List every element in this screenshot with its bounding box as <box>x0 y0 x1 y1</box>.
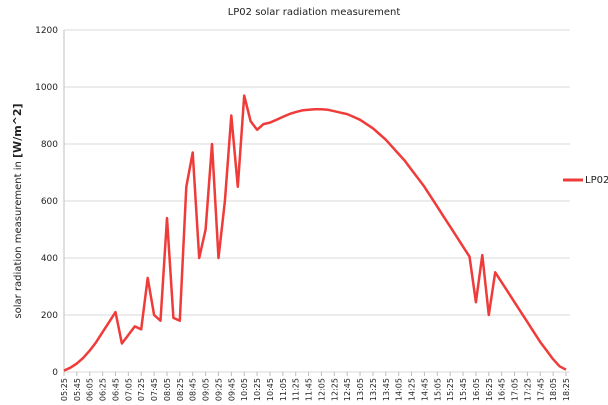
y-label-text: solar radiation measurement in <box>13 161 24 318</box>
x-tick-label: 07:45 <box>150 378 159 401</box>
x-tick-label: 08:05 <box>163 378 172 401</box>
y-label-unit: [W/m^2] <box>11 103 24 158</box>
x-tick-label: 08:25 <box>176 378 185 401</box>
legend-label: LP02 <box>585 175 608 186</box>
data-line <box>63 94 567 372</box>
x-tick-label: 13:25 <box>369 378 378 401</box>
x-tick-label: 18:25 <box>562 378 571 401</box>
x-tick-label: 17:05 <box>511 378 520 401</box>
y-tick-label: 400 <box>41 254 58 264</box>
y-tick-label: 800 <box>41 140 58 150</box>
y-axis-label: solar radiation measurement in [W/m^2] <box>11 103 24 318</box>
x-tick-label: 12:05 <box>317 378 326 401</box>
x-tick-label: 11:05 <box>279 378 288 401</box>
x-tick-label: 15:05 <box>433 378 442 401</box>
x-tick-label: 07:25 <box>137 378 146 401</box>
x-tick-label: 17:25 <box>523 378 532 401</box>
x-tick-label: 16:45 <box>498 378 507 401</box>
x-tick-label: 14:05 <box>395 378 404 401</box>
x-tick-label: 10:25 <box>253 378 262 401</box>
y-tick-label: 0 <box>52 368 58 378</box>
x-tick-label: 15:45 <box>459 378 468 401</box>
x-tick-label: 12:25 <box>330 378 339 401</box>
x-tick-label: 05:25 <box>60 378 69 401</box>
x-tick-label: 16:05 <box>472 378 481 401</box>
x-tick-label: 14:25 <box>408 378 417 401</box>
x-tick-label: 07:05 <box>124 378 133 401</box>
x-tick-label: 16:25 <box>485 378 494 401</box>
x-tick-label: 13:05 <box>356 378 365 401</box>
x-tick-label: 12:45 <box>343 378 352 401</box>
y-tick-label: 1000 <box>35 83 58 93</box>
x-tick-label: 06:05 <box>86 378 95 401</box>
chart-title: LP02 solar radiation measurement <box>228 7 401 18</box>
x-tick-label: 06:25 <box>99 378 108 401</box>
x-tick-label: 13:45 <box>382 378 391 401</box>
x-tick-label: 11:25 <box>292 378 301 401</box>
y-tick-label: 1200 <box>35 26 58 36</box>
x-tick-label: 10:05 <box>240 378 249 401</box>
y-tick-label: 600 <box>41 197 58 207</box>
x-tick-label: 10:45 <box>266 378 275 401</box>
x-tick-label: 05:45 <box>73 378 82 401</box>
x-tick-label: 11:45 <box>305 378 314 401</box>
x-tick-label: 14:45 <box>420 378 429 401</box>
x-tick-label: 18:05 <box>549 378 558 401</box>
x-tick-label: 09:45 <box>227 378 236 401</box>
x-tick-label: 09:25 <box>214 378 223 401</box>
x-tick-label: 15:25 <box>446 378 455 401</box>
x-tick-label: 09:05 <box>202 378 211 401</box>
x-tick-label: 06:45 <box>111 378 120 401</box>
y-tick-label: 200 <box>41 311 58 321</box>
x-tick-label: 08:45 <box>189 378 198 401</box>
x-tick-label: 17:45 <box>536 378 545 401</box>
